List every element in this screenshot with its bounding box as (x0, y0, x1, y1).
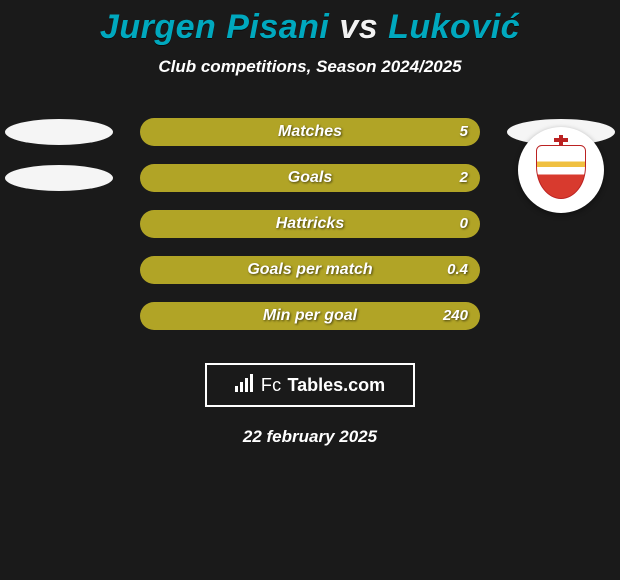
right-slot (506, 247, 616, 293)
stat-bar: Min per goal 240 (140, 302, 480, 330)
stat-bar: Matches 5 (140, 118, 480, 146)
stat-label: Min per goal (140, 302, 480, 330)
balzan-crest-icon (530, 139, 592, 201)
stat-value: 240 (443, 302, 468, 330)
stat-row: Hattricks 0 (0, 205, 620, 251)
left-slot (4, 155, 114, 201)
stat-row: Min per goal 240 (0, 297, 620, 343)
vs-text: vs (339, 8, 378, 46)
player2-name: Luković (388, 8, 520, 46)
stat-value: 0 (460, 210, 468, 238)
player1-name: Jurgen Pisani (100, 8, 329, 46)
stat-label: Matches (140, 118, 480, 146)
left-slot (4, 247, 114, 293)
stat-row: Goals 2 (0, 159, 620, 205)
left-oval-icon (5, 119, 113, 145)
page-title: Jurgen Pisani vs Luković (0, 8, 620, 47)
left-slot (4, 201, 114, 247)
stat-label: Hattricks (140, 210, 480, 238)
right-slot (506, 293, 616, 339)
subtitle: Club competitions, Season 2024/2025 (0, 57, 620, 77)
left-oval-icon (5, 165, 113, 191)
right-slot (506, 201, 616, 247)
stat-bar: Goals 2 (140, 164, 480, 192)
stat-bar: Hattricks 0 (140, 210, 480, 238)
stat-value: 0.4 (447, 256, 468, 284)
brand-box[interactable]: FcTables.com (205, 363, 415, 407)
right-slot (506, 147, 616, 193)
stat-bar: Goals per match 0.4 (140, 256, 480, 284)
stat-value: 2 (460, 164, 468, 192)
left-slot (4, 109, 114, 155)
stats-container: Matches 5 Goals 2 (0, 113, 620, 343)
brand-bold: Tables.com (287, 375, 385, 396)
footer-date: 22 february 2025 (0, 427, 620, 447)
stat-value: 5 (460, 118, 468, 146)
chart-icon (235, 374, 255, 397)
stat-label: Goals (140, 164, 480, 192)
stat-row: Goals per match 0.4 (0, 251, 620, 297)
brand-light: Fc (261, 375, 282, 396)
stat-label: Goals per match (140, 256, 480, 284)
comparison-card: Jurgen Pisani vs Luković Club competitio… (0, 0, 620, 580)
left-slot (4, 293, 114, 339)
